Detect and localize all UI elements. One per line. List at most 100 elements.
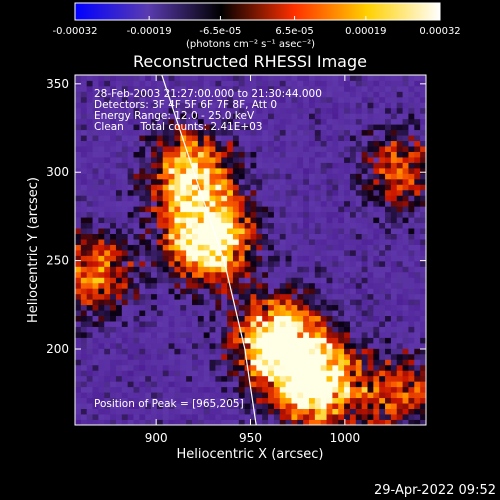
heatmap-cell — [314, 260, 322, 267]
heatmap-cell — [303, 392, 310, 399]
heatmap-cell — [379, 162, 386, 169]
heatmap-cell — [209, 200, 216, 207]
heatmap-cell — [168, 206, 175, 213]
heatmap-cell — [221, 397, 228, 404]
heatmap-cell — [338, 277, 345, 284]
heatmap-cell — [92, 75, 99, 81]
heatmap-cell — [332, 310, 339, 317]
heatmap-cell — [215, 195, 222, 202]
heatmap-cell — [104, 282, 111, 289]
heatmap-cell — [303, 222, 310, 229]
heatmap-cell — [303, 211, 310, 218]
heatmap-cell — [273, 113, 281, 120]
heatmap-cell — [338, 321, 345, 327]
heatmap-cell — [256, 255, 263, 262]
heatmap-cell — [156, 233, 164, 240]
heatmap-cell — [402, 102, 409, 109]
heatmap-cell — [314, 107, 322, 114]
heatmap-cell — [349, 102, 357, 109]
heatmap-cell — [244, 113, 251, 120]
heatmap-cell — [209, 342, 216, 349]
heatmap-cell — [379, 91, 386, 98]
heatmap-cell — [227, 239, 234, 245]
heatmap-cell — [268, 348, 275, 355]
heatmap-cell — [121, 370, 129, 377]
heatmap-cell — [98, 107, 105, 114]
heatmap-cell — [127, 282, 134, 289]
heatmap-cell — [309, 419, 316, 425]
heatmap-cell — [162, 321, 169, 327]
heatmap-cell — [373, 195, 380, 202]
heatmap-cell — [174, 75, 181, 81]
heatmap-cell — [396, 211, 403, 218]
heatmap-cell — [98, 75, 105, 81]
heatmap-cell — [303, 282, 310, 289]
heatmap-cell — [238, 414, 246, 420]
heatmap-cell — [361, 206, 368, 213]
heatmap-cell — [291, 293, 298, 300]
heatmap-cell — [238, 288, 246, 295]
heatmap-cell — [326, 359, 333, 366]
heatmap-cell — [320, 288, 327, 295]
heatmap-cell — [291, 315, 298, 322]
heatmap-cell — [268, 195, 275, 202]
heatmap-cell — [309, 271, 316, 278]
heatmap-cell — [303, 118, 310, 125]
heatmap-cell — [361, 282, 368, 289]
heatmap-cell — [390, 217, 398, 224]
heatmap-cell — [197, 353, 205, 360]
heatmap-cell — [408, 288, 415, 295]
heatmap-cell — [203, 408, 210, 415]
heatmap-cell — [121, 91, 129, 98]
heatmap-cell — [110, 217, 117, 224]
heatmap-cell — [273, 332, 281, 338]
heatmap-cell — [332, 266, 339, 273]
heatmap-cell — [80, 80, 88, 87]
heatmap-cell — [232, 167, 240, 174]
heatmap-cell — [151, 353, 158, 360]
heatmap-cell — [326, 397, 333, 404]
heatmap-cell — [414, 102, 421, 109]
heatmap-cell — [414, 381, 421, 388]
heatmap-cell — [215, 397, 222, 404]
heatmap-cell — [385, 337, 392, 344]
heatmap-cell — [320, 173, 327, 180]
heatmap-cell — [174, 129, 181, 136]
heatmap-cell — [309, 107, 316, 114]
heatmap-cell — [338, 80, 345, 87]
heatmap-cell — [92, 228, 99, 234]
heatmap-cell — [174, 140, 181, 147]
heatmap-cell — [186, 353, 193, 360]
heatmap-cell — [385, 282, 392, 289]
heatmap-cell — [139, 364, 146, 371]
heatmap-cell — [326, 96, 333, 103]
heatmap-cell — [133, 310, 140, 317]
heatmap-cell — [344, 332, 351, 338]
heatmap-cell — [121, 195, 129, 202]
heatmap-cell — [168, 157, 175, 163]
heatmap-cell — [320, 157, 327, 163]
heatmap-cell — [385, 162, 392, 169]
heatmap-cell — [186, 184, 193, 191]
heatmap-cell — [110, 337, 117, 344]
heatmap-cell — [238, 381, 246, 388]
heatmap-cell — [262, 102, 269, 109]
heatmap-cell — [133, 250, 140, 256]
heatmap-cell — [174, 146, 181, 152]
heatmap-cell — [121, 222, 129, 229]
heatmap-cell — [227, 250, 234, 256]
heatmap-cell — [373, 124, 380, 131]
heatmap-cell — [320, 189, 327, 196]
heatmap-cell — [349, 200, 357, 207]
heatmap-cell — [262, 118, 269, 125]
heatmap-cell — [80, 129, 88, 136]
heatmap-cell — [197, 228, 205, 234]
heatmap-cell — [379, 102, 386, 109]
heatmap-cell — [203, 173, 210, 180]
heatmap-cell — [186, 342, 193, 349]
heatmap-cell — [332, 239, 339, 245]
heatmap-cell — [355, 222, 363, 229]
heatmap-cell — [168, 370, 175, 377]
heatmap-cell — [133, 184, 140, 191]
heatmap-cell — [151, 282, 158, 289]
